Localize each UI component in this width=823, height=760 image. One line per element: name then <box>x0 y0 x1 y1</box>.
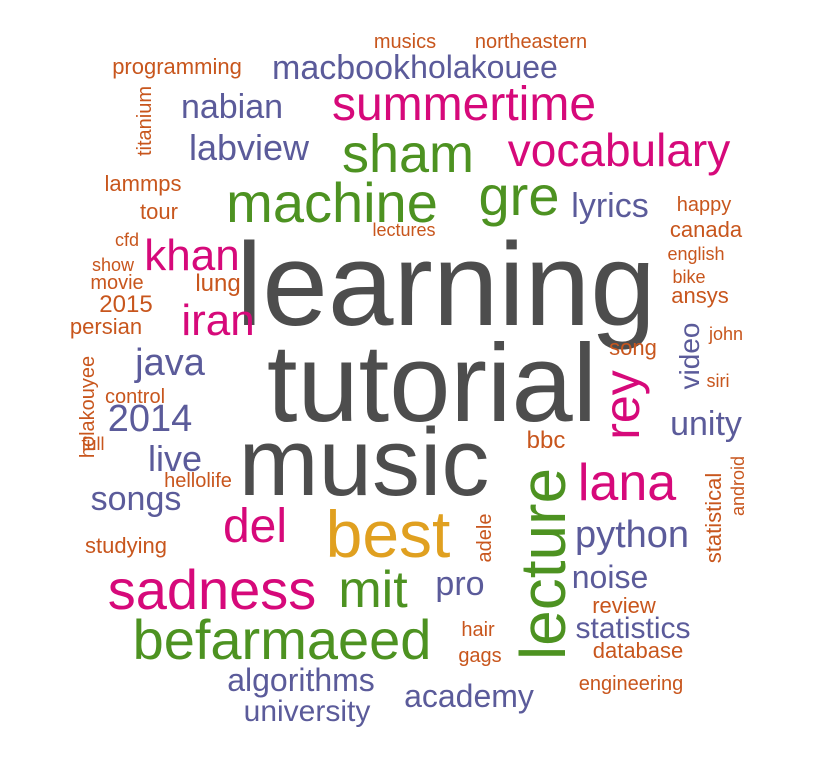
word-best: best <box>325 497 451 571</box>
word-lana: lana <box>577 454 677 512</box>
word-full: full <box>81 434 105 454</box>
word-algorithms: algorithms <box>227 662 375 698</box>
word-hellolife: hellolife <box>164 470 232 492</box>
word-songs: songs <box>90 480 182 518</box>
word-ansys: ansys <box>671 283 729 308</box>
word-2014: 2014 <box>107 398 193 440</box>
word-bike: bike <box>672 267 706 287</box>
word-holakouee: holakouee <box>410 49 558 85</box>
word-engineering: engineering <box>578 673 684 695</box>
word-noise: noise <box>571 559 649 595</box>
word-bbc: bbc <box>526 427 566 454</box>
word-happy: happy <box>676 194 732 216</box>
word-hair: hair <box>461 619 495 641</box>
word-vocabulary: vocabulary <box>507 124 731 176</box>
word-academy: academy <box>404 678 534 714</box>
word-musics: musics <box>373 31 437 53</box>
word-del: del <box>222 500 288 553</box>
word-lectures: lectures <box>372 220 436 240</box>
word-lecture: lecture <box>507 467 579 661</box>
word-music: music <box>238 409 490 516</box>
word-gags: gags <box>458 645 502 667</box>
word-learning: learning <box>236 219 656 351</box>
word-northeastern: northeastern <box>474 31 588 53</box>
word-tutorial: tutorial <box>266 322 598 445</box>
word-control: control <box>104 386 166 408</box>
word-live: live <box>147 438 203 479</box>
word-persian: persian <box>69 314 143 339</box>
word-titanium: titanium <box>134 85 156 157</box>
word-adele: adele <box>474 513 496 563</box>
word-rey: rey <box>594 370 650 440</box>
word-movie: movie <box>90 272 144 294</box>
word-database: database <box>592 638 684 663</box>
word-cfd: cfd <box>114 230 140 250</box>
word-python: python <box>574 514 690 556</box>
word-video: video <box>674 322 705 390</box>
word-sham: sham <box>341 124 475 184</box>
word-siri: siri <box>706 371 730 391</box>
word-java: java <box>135 342 205 384</box>
word-university: university <box>243 695 371 728</box>
word-statistical: statistical <box>701 472 726 564</box>
word-canada: canada <box>669 217 743 242</box>
word-machine: machine <box>226 171 438 234</box>
word-studying: studying <box>85 533 167 558</box>
word-befarmaeed: befarmaeed <box>132 608 432 671</box>
word-labview: labview <box>188 127 310 168</box>
word-sadness: sadness <box>107 558 317 621</box>
word-khan: khan <box>144 231 240 280</box>
word-statistics: statistics <box>575 612 691 645</box>
word-show: show <box>91 255 135 275</box>
word-review: review <box>592 593 656 618</box>
word-john: john <box>708 324 744 344</box>
word-android: android <box>728 455 748 517</box>
word-lyrics: lyrics <box>571 187 649 225</box>
word-2015: 2015 <box>99 291 153 318</box>
word-lung: lung <box>195 270 241 297</box>
word-lammps: lammps <box>104 171 182 196</box>
word-programming: programming <box>112 54 242 79</box>
word-macbook: macbook <box>272 49 410 87</box>
word-iran: iran <box>181 296 255 345</box>
word-song: song <box>609 335 657 360</box>
word-mit: mit <box>338 561 408 619</box>
word-tour: tour <box>140 199 178 224</box>
word-gre: gre <box>478 164 560 227</box>
word-summertime: summertime <box>331 78 597 131</box>
word-pro: pro <box>435 565 485 603</box>
word-unity: unity <box>670 405 742 443</box>
word-nabian: nabian <box>180 88 284 126</box>
word-english: english <box>667 244 725 264</box>
